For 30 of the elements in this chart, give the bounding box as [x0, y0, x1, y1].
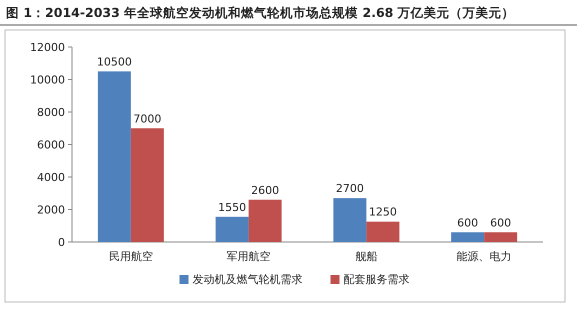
bar: [366, 222, 400, 242]
bar: [98, 71, 131, 242]
y-tick-label: 4000: [37, 171, 65, 184]
chart-title: 图 1：2014-2033 年全球航空发动机和燃气轮机市场总规模 2.68 万亿美元（万美元）: [6, 5, 515, 20]
data-label: 7000: [133, 112, 162, 126]
data-label: 1550: [218, 200, 246, 214]
data-label: 600: [490, 216, 512, 230]
data-label: 1250: [368, 206, 397, 219]
y-tick-label: 0: [58, 236, 65, 249]
bar: [333, 198, 366, 242]
legend-label: 配套服务需求: [344, 273, 410, 286]
legend-label: 发动机及燃气轮机需求: [192, 273, 302, 286]
bar: [216, 216, 249, 242]
bar: [248, 200, 282, 242]
y-tick-label: 10000: [30, 74, 65, 86]
data-label: 10500: [96, 55, 132, 68]
y-tick-label: 6000: [37, 138, 65, 152]
y-tick-label: 12000: [30, 41, 65, 54]
bar: [451, 232, 484, 242]
data-label: 2600: [251, 184, 280, 197]
data-label: 600: [457, 216, 478, 230]
y-tick-label: 2000: [37, 204, 65, 216]
x-tick-label: 舰船: [355, 250, 378, 263]
data-label: 2700: [336, 182, 364, 196]
x-tick-label: 民用航空: [108, 250, 153, 263]
x-tick-label: 军用航空: [226, 250, 271, 263]
y-tick-label: 8000: [37, 106, 65, 119]
bar: [484, 232, 518, 242]
bar: [130, 128, 164, 242]
x-tick-label: 能源、电力: [456, 250, 512, 263]
